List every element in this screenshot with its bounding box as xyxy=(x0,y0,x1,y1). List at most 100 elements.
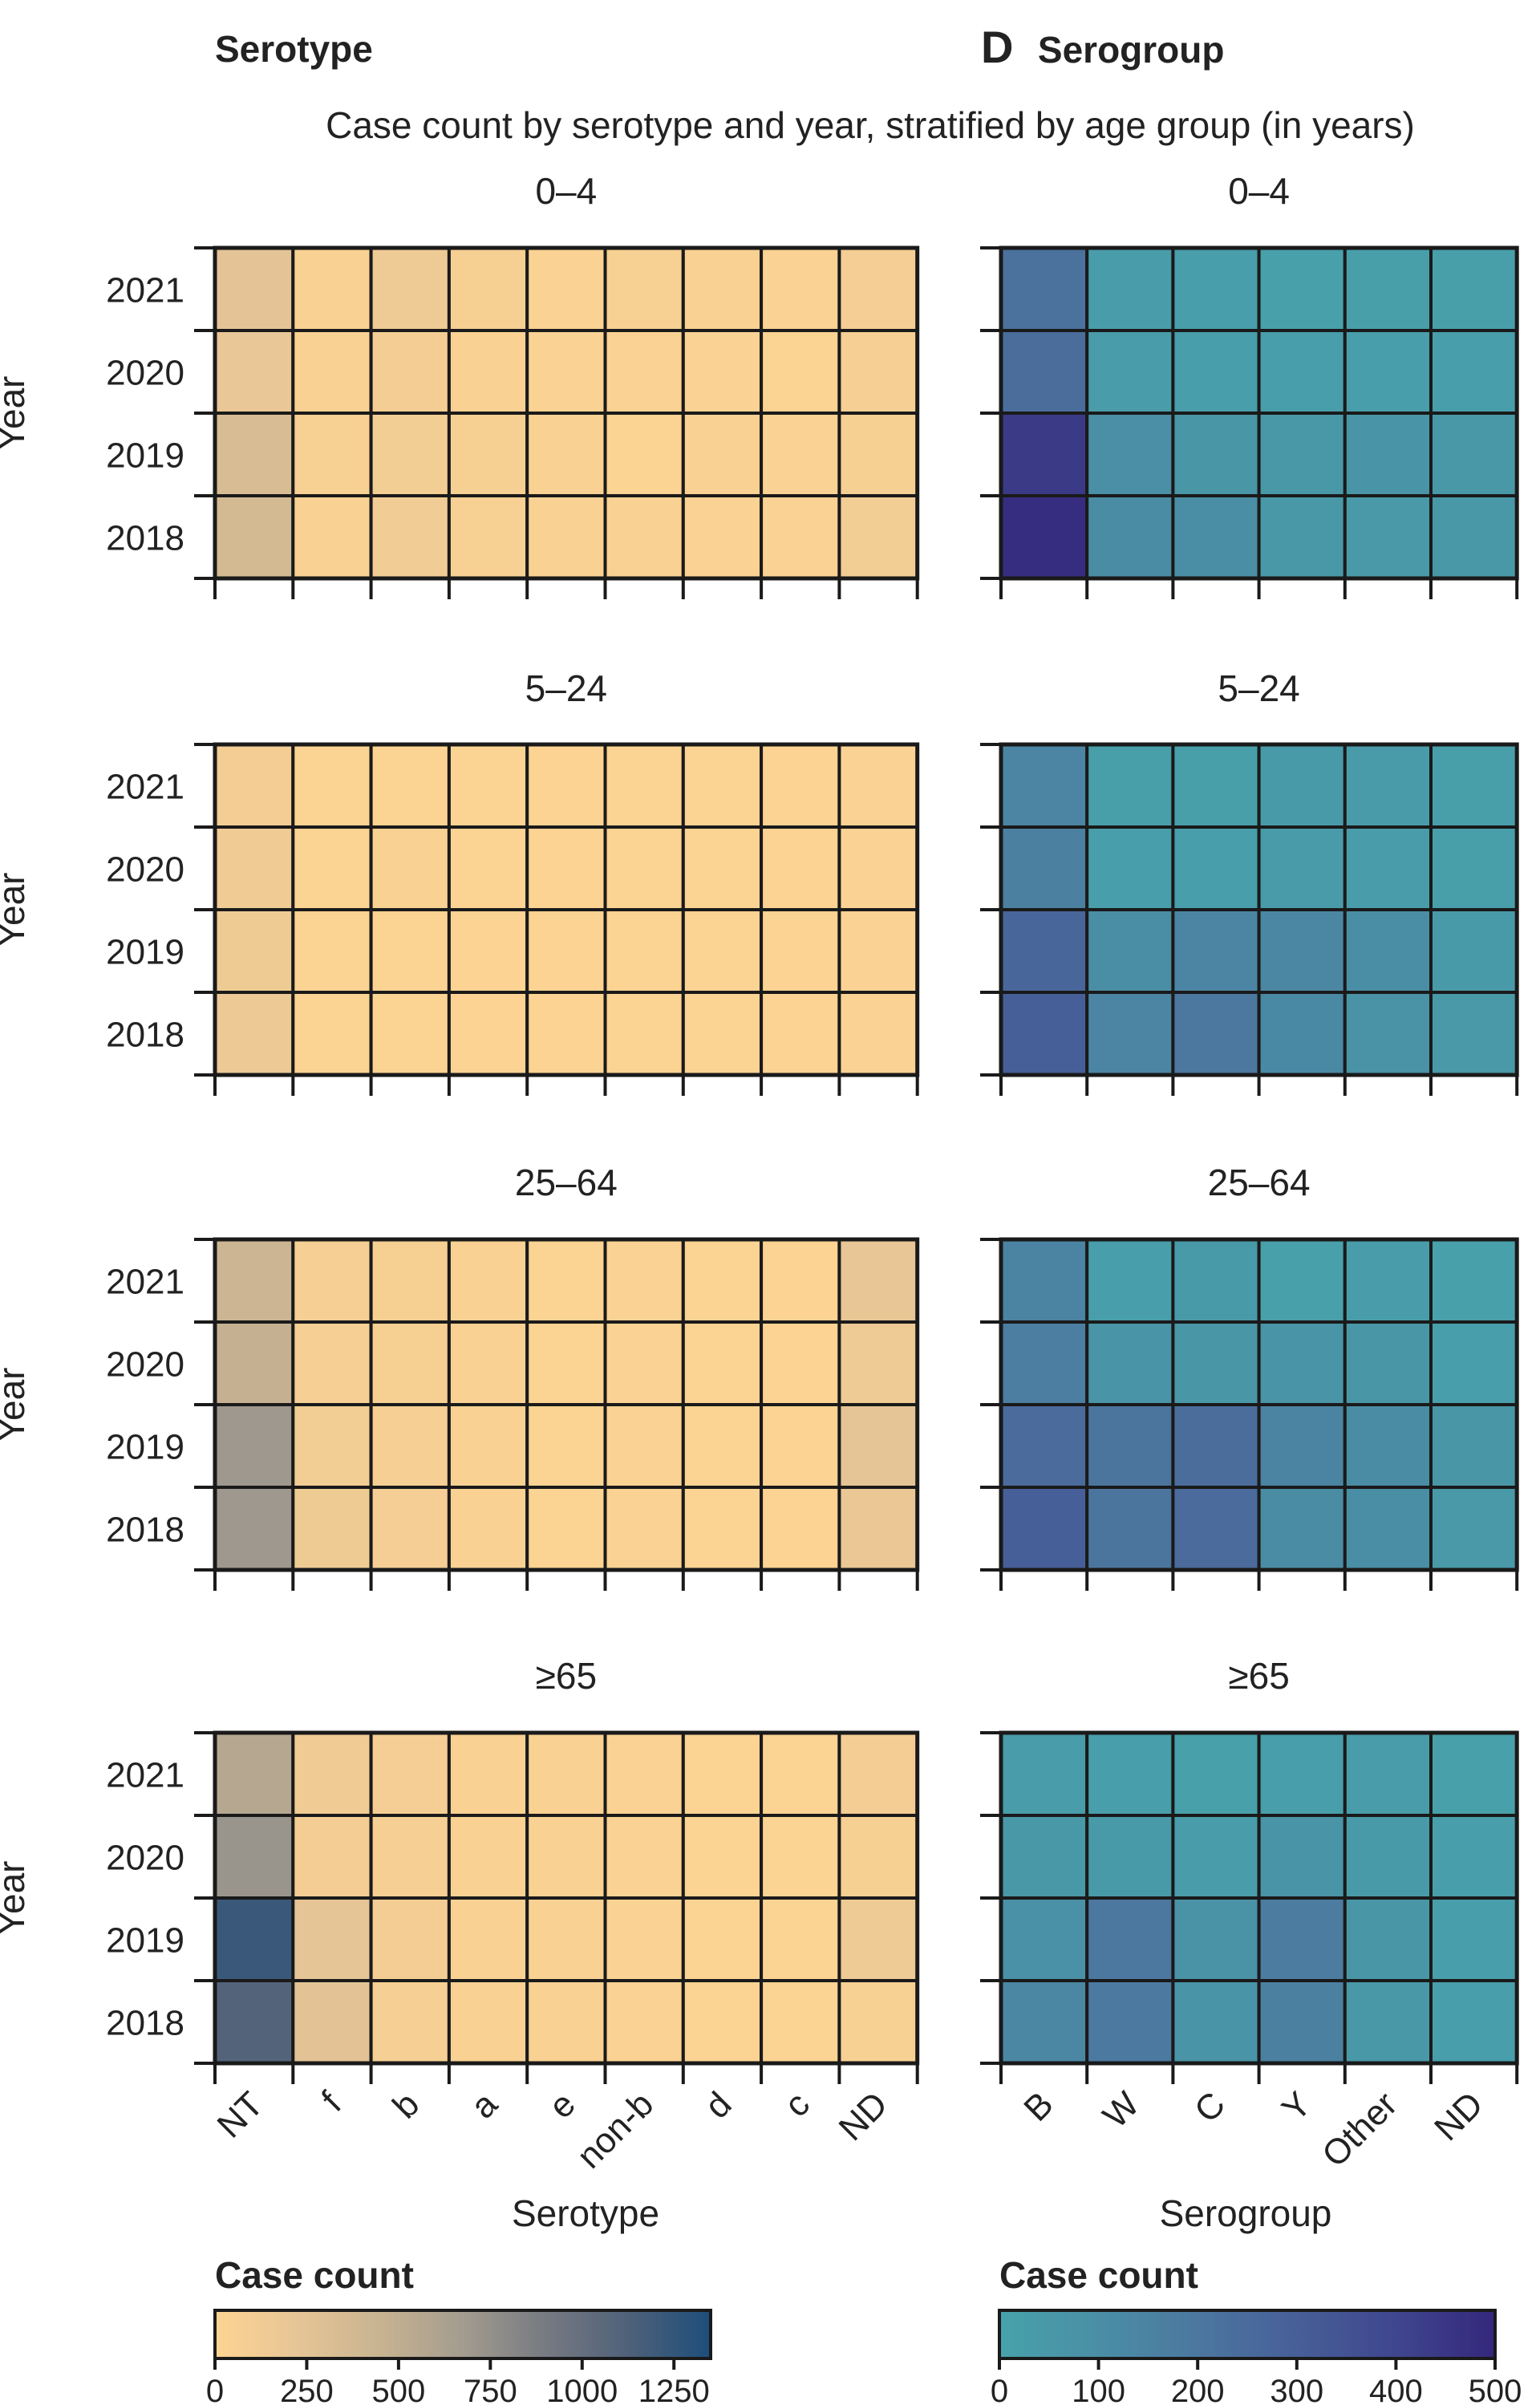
serotype-facet-title: ≥65 xyxy=(536,1655,597,1697)
serogroup-cell-2021-c xyxy=(1171,743,1261,829)
serotype-cell-2018-nd xyxy=(837,991,919,1077)
serotype-cell-2019-e xyxy=(525,1896,607,1982)
serogroup-cell-2020-nd xyxy=(1429,1814,1519,1900)
serogroup-cell-2019-b xyxy=(999,1896,1089,1982)
serogroup-x-tick-label: W xyxy=(1096,2084,1147,2135)
serogroup-cell-2020-c xyxy=(1171,1320,1261,1406)
serotype-y-tick-label: 2018 xyxy=(106,519,184,558)
serogroup-cell-2019-other xyxy=(1343,1896,1433,1982)
serogroup-cell-2021-b xyxy=(999,246,1089,332)
serotype-cell-2021-b xyxy=(369,1731,451,1817)
serotype-colorbar-tick-label: 1250 xyxy=(638,2374,710,2405)
serogroup-facet-title: 0–4 xyxy=(1228,170,1290,212)
serogroup-x-axis-label: Serogroup xyxy=(1160,2192,1332,2234)
serogroup-cell-2018-other xyxy=(1343,991,1433,1077)
serogroup-cell-2019-c xyxy=(1171,908,1261,994)
serogroup-cell-2021-other xyxy=(1343,1238,1433,1324)
serotype-y-tick-label: 2020 xyxy=(106,354,184,393)
serotype-cell-2020-nt xyxy=(213,1320,295,1406)
serotype-cell-2021-a xyxy=(447,1238,529,1324)
serotype-cell-2018-a xyxy=(447,1486,529,1572)
serogroup-cell-2020-nd xyxy=(1429,1320,1519,1406)
serogroup-cell-2019-y xyxy=(1257,1403,1347,1489)
serogroup-cell-2020-other xyxy=(1343,825,1433,911)
serogroup-cell-2019-nd xyxy=(1429,908,1519,994)
serotype-cell-2018-b xyxy=(369,1486,451,1572)
serogroup-cell-2020-w xyxy=(1085,1814,1175,1900)
serotype-cell-2021-e xyxy=(525,1238,607,1324)
serogroup-cell-2021-y xyxy=(1257,246,1347,332)
serotype-cell-2021-non-b xyxy=(603,1238,685,1324)
serogroup-colorbar-tick-label: 400 xyxy=(1369,2374,1423,2405)
serogroup-cell-2018-y xyxy=(1257,494,1347,580)
serotype-x-tick-label: c xyxy=(777,2084,817,2124)
serotype-cell-2019-nd xyxy=(837,908,919,994)
serotype-cell-2018-nt xyxy=(213,991,295,1077)
serogroup-cell-2021-b xyxy=(999,743,1089,829)
serotype-facet-2: 25–64 2021 2020 2019 2018 Year xyxy=(0,1162,920,1591)
serogroup-cell-2021-nd xyxy=(1429,1238,1519,1324)
serotype-cell-2018-c xyxy=(760,1979,841,2065)
serogroup-cell-2018-y xyxy=(1257,1486,1347,1572)
serogroup-cell-2019-nd xyxy=(1429,412,1519,497)
serotype-cell-2019-f xyxy=(291,412,373,497)
serotype-cell-2019-d xyxy=(681,1403,764,1489)
serotype-cell-2019-e xyxy=(525,908,607,994)
serotype-cell-2019-non-b xyxy=(603,908,685,994)
serotype-cell-2021-non-b xyxy=(603,1731,685,1817)
serotype-cell-2020-c xyxy=(760,825,841,911)
serotype-cell-2018-d xyxy=(681,494,764,580)
serogroup-cell-2018-b xyxy=(999,1486,1089,1572)
serotype-cell-2018-f xyxy=(291,1979,373,2065)
serogroup-cell-2019-c xyxy=(1171,412,1261,497)
serotype-cell-2018-b xyxy=(369,991,451,1077)
serotype-x-tick-label: non-b xyxy=(569,2084,661,2176)
serogroup-cell-2019-w xyxy=(1085,412,1175,497)
serogroup-x-tick-label: B xyxy=(1016,2084,1060,2128)
serotype-cell-2018-non-b xyxy=(603,1486,685,1572)
serotype-facet-title: 25–64 xyxy=(515,1162,618,1203)
serotype-cell-2021-b xyxy=(369,1238,451,1324)
serotype-cell-2019-e xyxy=(525,412,607,497)
serogroup-cell-2018-c xyxy=(1171,494,1261,580)
serotype-y-axis-label: Year xyxy=(0,1368,32,1442)
serotype-cell-2019-non-b xyxy=(603,1403,685,1489)
serogroup-cell-2020-nd xyxy=(1429,329,1519,415)
serotype-cell-2021-d xyxy=(681,246,764,332)
serogroup-cell-2018-nd xyxy=(1429,1486,1519,1572)
serotype-y-tick-label: 2020 xyxy=(106,1839,184,1878)
serogroup-facet-title: 5–24 xyxy=(1218,667,1299,709)
left-panel-title: Serotype xyxy=(215,28,373,70)
serogroup-cell-2020-w xyxy=(1085,825,1175,911)
right-panel-letter: D xyxy=(981,22,1014,72)
serotype-cell-2020-nt xyxy=(213,1814,295,1900)
serogroup-cell-2018-y xyxy=(1257,1979,1347,2065)
serotype-cell-2018-e xyxy=(525,991,607,1077)
serotype-cell-2020-c xyxy=(760,1320,841,1406)
serotype-cell-2018-b xyxy=(369,1979,451,2065)
serotype-cell-2020-f xyxy=(291,825,373,911)
serogroup-cell-2021-c xyxy=(1171,246,1261,332)
serogroup-cell-2018-other xyxy=(1343,494,1433,580)
serotype-cell-2020-e xyxy=(525,329,607,415)
serogroup-cell-2019-w xyxy=(1085,908,1175,994)
serogroup-cell-2021-w xyxy=(1085,743,1175,829)
serogroup-cell-2019-b xyxy=(999,412,1089,497)
serogroup-cell-2019-y xyxy=(1257,412,1347,497)
serogroup-facet-0: 0–4 xyxy=(980,170,1519,599)
serotype-cell-2021-a xyxy=(447,246,529,332)
serotype-cell-2019-b xyxy=(369,1403,451,1489)
serotype-cell-2021-c xyxy=(760,246,841,332)
serogroup-cell-2018-c xyxy=(1171,991,1261,1077)
serotype-cell-2019-a xyxy=(447,1896,529,1982)
serogroup-cell-2018-nd xyxy=(1429,494,1519,580)
serotype-facet-0: 0–4 2021 2020 2019 2018 Year xyxy=(0,170,920,599)
serotype-cell-2021-nd xyxy=(837,743,919,829)
serotype-cell-2019-c xyxy=(760,908,841,994)
serogroup-colorbar-tick-label: 0 xyxy=(991,2374,1008,2405)
serotype-cell-2019-f xyxy=(291,908,373,994)
serotype-y-tick-label: 2019 xyxy=(106,933,184,972)
serotype-cell-2020-f xyxy=(291,329,373,415)
